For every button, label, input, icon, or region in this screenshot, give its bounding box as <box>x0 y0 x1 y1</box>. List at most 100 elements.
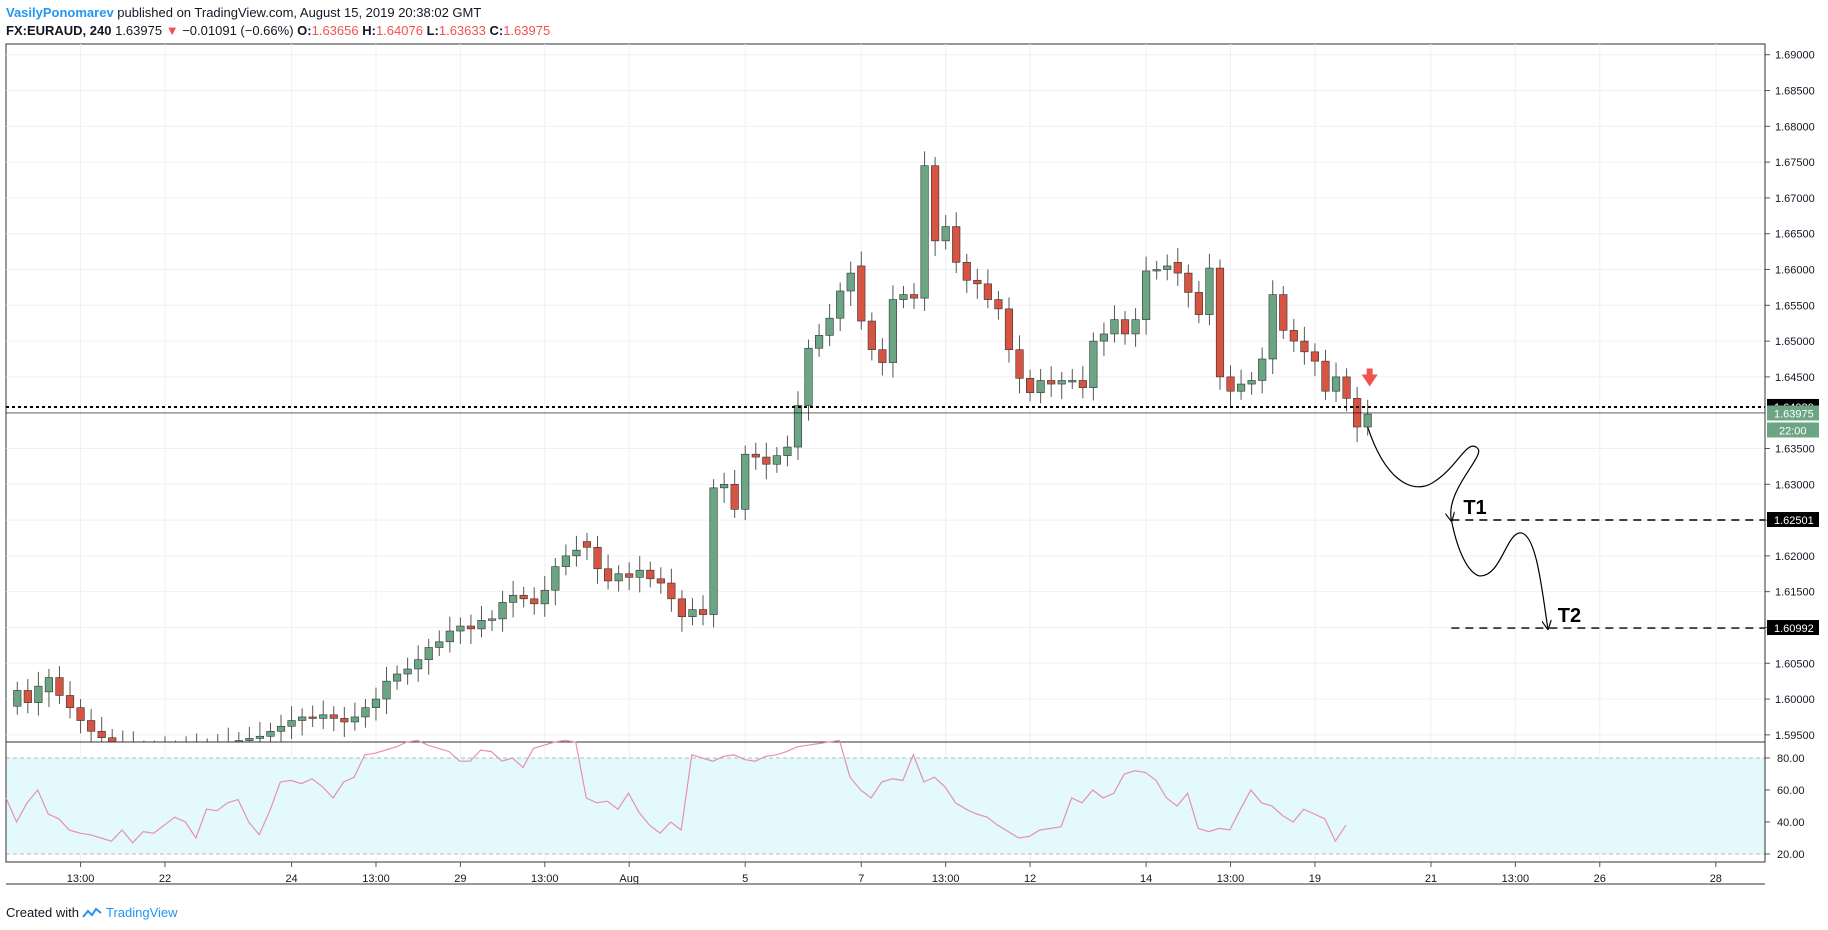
candle-down <box>677 598 687 618</box>
time-tick-label: 13:00 <box>531 873 559 885</box>
time-tick-label: 19 <box>1309 873 1321 885</box>
time-tick-label: 29 <box>454 873 466 885</box>
level-badge-label-T1: 1.62501 <box>1774 515 1814 527</box>
candle-down <box>1342 376 1351 399</box>
time-tick-label: 12 <box>1024 873 1036 885</box>
candle-down <box>909 294 919 299</box>
candle-up <box>720 483 729 489</box>
open-label: O: <box>297 23 312 38</box>
candle-down <box>1184 272 1193 293</box>
time-tick-label: 21 <box>1425 873 1437 885</box>
time-axis[interactable]: 13:00 22 24 13:00 29 13:00 Aug 5 7 13:00 12 14 13:00… <box>6 862 1828 885</box>
candle-up <box>255 735 264 739</box>
candle-down <box>656 578 665 584</box>
candle-up <box>709 487 718 615</box>
candle-up <box>846 272 855 292</box>
candle-up <box>941 226 950 242</box>
published-text: published on TradingView.com, August 15,… <box>117 5 482 20</box>
projection-leg-2 <box>1450 519 1547 628</box>
candle-down <box>1289 330 1298 342</box>
candle-down <box>340 718 349 723</box>
rsi-pane[interactable]: 80.00 60.00 40.00 20.00 <box>5 739 1805 863</box>
open-value: 1.63656 <box>311 23 359 38</box>
candle-up <box>741 453 750 510</box>
price-tick-label: 1.60500 <box>1775 658 1815 670</box>
candle-down <box>1173 262 1182 274</box>
price-tick-label: 1.60000 <box>1775 694 1815 706</box>
price-pane-border <box>5 43 1766 743</box>
candle-down <box>1015 349 1024 379</box>
candle-up <box>1131 319 1140 335</box>
candle-down <box>1026 378 1035 393</box>
candle-up <box>287 720 296 727</box>
candle-up <box>1237 383 1246 392</box>
candle-up <box>403 668 412 675</box>
candle-down <box>603 568 613 582</box>
candle-up <box>424 647 433 660</box>
candle-down <box>730 483 739 510</box>
candle-down <box>519 594 528 600</box>
candle-down <box>983 283 992 300</box>
candle-up <box>825 317 834 336</box>
candle-down <box>867 320 876 350</box>
price-tick-label: 1.59500 <box>1775 730 1815 742</box>
candle-up <box>1163 265 1172 270</box>
candle-down <box>1078 380 1087 388</box>
candle-up <box>804 347 813 406</box>
candle-up <box>1268 294 1277 360</box>
candle-up <box>1036 380 1045 393</box>
time-tick-label: Aug <box>619 873 639 885</box>
candle-down <box>646 569 655 580</box>
candle-up <box>1363 413 1372 428</box>
candle-up <box>456 625 465 632</box>
change-value: −0.01091 (−0.66%) <box>182 23 294 38</box>
price-tick-label: 1.66500 <box>1775 229 1815 241</box>
price-tick-label: 1.62000 <box>1775 551 1815 563</box>
candle-up <box>1110 319 1119 335</box>
time-tick-label: 13:00 <box>362 873 390 885</box>
price-axis[interactable]: 1.69000 1.68500 1.68000 1.67500 1.67000 1.665… <box>1764 44 1819 862</box>
candle-up <box>888 299 898 363</box>
price-tick-label: 1.63500 <box>1775 443 1815 455</box>
candle-down <box>1047 380 1056 385</box>
time-tick-label: 14 <box>1140 873 1152 885</box>
candle-down <box>878 349 887 363</box>
candle-up <box>13 690 22 707</box>
price-tick-label: 1.63000 <box>1775 479 1815 491</box>
candle-up <box>487 618 497 621</box>
symbol-label[interactable]: FX:EURAUD, 240 <box>6 23 112 38</box>
candle-down <box>1321 360 1330 392</box>
candle-down <box>55 677 64 696</box>
candle-up <box>899 294 908 300</box>
time-tick-label: 7 <box>858 873 864 885</box>
down-arrow-icon: ▼ <box>165 23 179 38</box>
time-tick-label: 13:00 <box>1217 873 1245 885</box>
tradingview-link[interactable]: TradingView <box>105 905 178 920</box>
candle-down <box>994 299 1003 310</box>
price-tick-label: 1.67000 <box>1775 193 1815 205</box>
candle-down <box>962 262 971 281</box>
candle-up <box>561 555 570 567</box>
candle-down <box>1120 319 1130 335</box>
candle-down <box>87 720 96 732</box>
candle-up <box>836 290 845 319</box>
candle-up <box>551 566 560 591</box>
candle-down <box>1226 376 1235 392</box>
price-pane[interactable]: T1 T2 <box>5 43 1828 862</box>
candle-up <box>614 573 623 582</box>
price-tick-label: 1.65500 <box>1775 300 1815 312</box>
created-with-text: Created with <box>6 905 79 920</box>
level-badge-label-T2: 1.60992 <box>1774 623 1814 635</box>
candle-up <box>1057 380 1066 385</box>
candle-up <box>1068 380 1077 383</box>
candle-up <box>814 335 824 349</box>
rsi-tick-label: 40.00 <box>1777 817 1805 829</box>
author-link[interactable]: VasilyPonomarev <box>6 5 114 20</box>
price-tick-label: 1.66000 <box>1775 265 1815 277</box>
candle-down <box>1300 340 1309 353</box>
candle-up <box>298 716 307 721</box>
target-label-t2: T2 <box>1558 605 1581 627</box>
candle-up <box>772 455 781 465</box>
level-badge-T2 <box>1767 620 1819 636</box>
